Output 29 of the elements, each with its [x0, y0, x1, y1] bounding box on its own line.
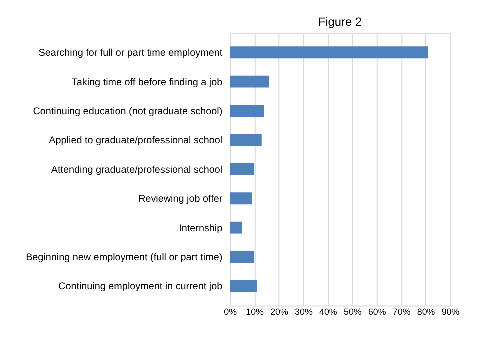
bar	[230, 280, 257, 292]
bar	[230, 46, 428, 59]
y-tick-label: Attending graduate/professional school	[51, 164, 223, 176]
y-tick-label: Beginning new employment (full or part time)	[26, 252, 223, 264]
bar	[230, 134, 262, 146]
y-tick-label: Continuing employment in current job	[58, 282, 224, 293]
x-tick-label: 90%	[442, 307, 460, 318]
y-tick-label: Reviewing job offer	[138, 194, 224, 206]
bar	[230, 251, 255, 263]
x-tick-label: 80%	[417, 307, 436, 318]
bar	[230, 163, 255, 176]
x-tick-label: 20%	[270, 307, 288, 318]
y-tick-label: Continuing education (not graduate school)	[33, 106, 223, 118]
x-tick-label: 70%	[392, 307, 411, 318]
x-tick-label: 10%	[246, 307, 264, 318]
x-tick-label: 40%	[320, 307, 338, 318]
bar	[230, 105, 264, 117]
x-tick-label: 30%	[295, 307, 313, 318]
bar	[230, 222, 242, 234]
x-tick-label: 0%	[224, 307, 238, 318]
bar	[230, 76, 270, 88]
y-tick-label: Internship	[179, 223, 224, 234]
x-tick-label: 60%	[368, 307, 386, 318]
chart-title: Figure 2	[318, 15, 362, 30]
y-tick-label: Applied to graduate/professional school	[49, 136, 223, 147]
bar	[230, 192, 252, 205]
y-tick-label: Taking time off before finding a job	[72, 77, 224, 88]
x-tick-label: 50%	[344, 307, 362, 318]
y-tick-label: Searching for full or part time employment	[38, 48, 223, 60]
